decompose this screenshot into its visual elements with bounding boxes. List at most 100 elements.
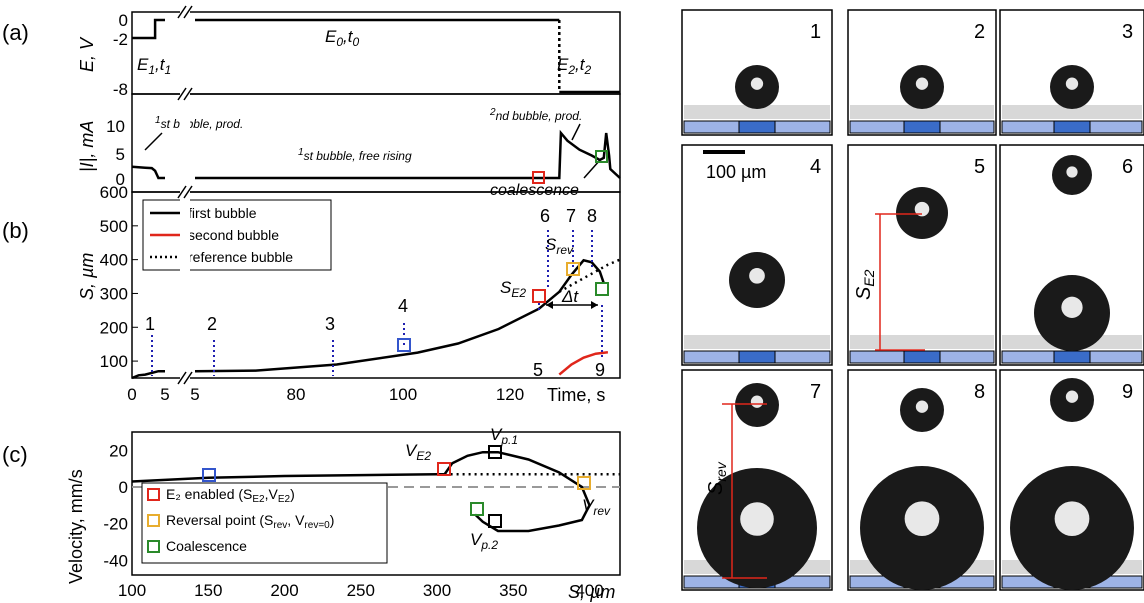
time-marker-label: 7	[566, 206, 576, 226]
y-axis-label-current: |I|, mA	[77, 121, 97, 172]
axis-break	[183, 87, 193, 101]
photo-frame: 9	[999, 369, 1144, 591]
marker-red	[532, 289, 546, 303]
legend-label: first bubble	[188, 205, 257, 221]
axis-break	[177, 371, 187, 385]
photo-frame: 7	[681, 369, 833, 591]
marker-green	[595, 282, 609, 296]
x-tick-label: 300	[423, 581, 451, 600]
panel-a: (a) E, V 0 -2 -8 E1,t1 E0,t0 E2,t2	[2, 11, 621, 99]
y-tick-label: 0	[119, 478, 128, 497]
y-tick-label: -8	[113, 80, 128, 99]
y-ticks-b: 100 200 300 400 500 600	[100, 183, 138, 371]
time-marker-label: 5	[533, 360, 543, 380]
electrode-center	[738, 120, 776, 134]
series-line-a	[132, 18, 620, 94]
x-tick-label: 250	[347, 581, 375, 600]
y-tick-label: 10	[106, 117, 125, 136]
axis-break	[183, 5, 193, 19]
bubble-highlight	[750, 77, 764, 90]
x-tick-label: 120	[496, 385, 524, 404]
photo-frame: 3	[999, 9, 1144, 136]
y-tick-label: 600	[100, 183, 128, 202]
series-line	[131, 165, 165, 180]
plot-frame-b	[131, 191, 621, 379]
series-line-first	[131, 369, 165, 380]
bubble-highlight	[749, 267, 765, 284]
marker-red	[532, 171, 545, 184]
series-lines-b	[131, 258, 621, 380]
annotation-se2: SE2	[500, 278, 526, 300]
y-tick-label: 200	[100, 318, 128, 337]
y-tick-label: 5	[116, 145, 125, 164]
legend-label: E₂ enabled (SE2,VE2)	[166, 486, 295, 505]
y-tick-label: 300	[100, 284, 128, 303]
electrode-center	[903, 120, 941, 134]
annotation-ve2: VE2	[405, 441, 431, 463]
marker-black	[488, 445, 502, 459]
x-axis-label-c: S, µm	[568, 582, 615, 602]
marker-green	[595, 150, 608, 163]
marker-orange	[577, 476, 591, 490]
bubble-highlight	[914, 201, 930, 217]
time-marker-label: 6	[540, 206, 550, 226]
marker-blue	[202, 468, 216, 482]
frame-number: 8	[974, 381, 985, 403]
time-markers-b: 1 2 3 4 5 6 7 8 9	[145, 206, 605, 380]
photo-frame: 4	[681, 144, 833, 366]
x-axis-label-b: Time, s	[547, 385, 605, 405]
photo-frame: 1	[681, 9, 833, 136]
axis-break	[183, 371, 193, 385]
time-marker-label: 8	[587, 206, 597, 226]
bubble-highlight	[915, 77, 929, 90]
marker-black	[488, 514, 502, 528]
plot-frame-a	[131, 11, 621, 95]
y-axis-label-c: Velocity, mm/s	[66, 469, 86, 584]
legend-marker-red	[147, 488, 160, 501]
axis-break	[183, 185, 193, 199]
y-axis-label-a: E, V	[77, 36, 97, 72]
photo-frame: 5	[847, 144, 997, 366]
annotation-vp2: Vp.2	[470, 530, 498, 552]
y-tick-label: -40	[103, 551, 128, 570]
electrode-center	[903, 350, 941, 364]
legend-label: second bubble	[188, 227, 279, 243]
annotation-srev: Srev	[705, 461, 729, 495]
frame-number: 2	[974, 21, 985, 43]
se2-dimension: SE2	[853, 213, 925, 351]
x-tick-label: 5	[190, 385, 199, 404]
panel-c: (c) Velocity, mm/s 200-20-40 100 150 200 25…	[2, 425, 621, 602]
electrode-center	[1053, 350, 1091, 364]
x-tick-label: 100	[389, 385, 417, 404]
marker-orange	[566, 262, 580, 276]
panel-label-c: (c)	[2, 442, 28, 467]
photo-substrate	[850, 335, 994, 349]
bubble-highlight	[1065, 77, 1079, 90]
electrode-center	[738, 350, 776, 364]
annotation-e0: E0,t0	[325, 27, 360, 49]
tspan: S	[853, 286, 875, 300]
y-tick-label: 100	[100, 352, 128, 371]
y-tick-label: 400	[100, 251, 128, 270]
photo-background	[847, 144, 997, 366]
marker-red	[437, 462, 451, 476]
arrow	[571, 123, 581, 141]
y-ticks-c: 20 0 -20 -40	[103, 441, 128, 570]
panel-label-b: (b)	[2, 218, 29, 243]
tspan: E2	[861, 269, 877, 286]
legend-marker-green	[147, 540, 160, 553]
y-axis-label-b: S, µm	[77, 253, 97, 300]
annotation-e2: E2,t2	[557, 55, 592, 77]
panel-current: |I|, mA 0 5 10 1st bubble, prod. 1st bub…	[77, 93, 621, 199]
y-tick-label: 20	[109, 441, 128, 460]
marker-green	[470, 502, 484, 516]
y-tick-label: 0	[119, 11, 128, 30]
annotation-vrev: Vrev	[582, 496, 611, 518]
legend-c	[141, 482, 388, 564]
frame-number: 5	[974, 156, 985, 178]
time-marker-label: 9	[595, 360, 605, 380]
bubble-highlight	[1065, 390, 1079, 403]
annotation-dt: Δt	[561, 287, 579, 306]
scale-bar-label: 100 µm	[706, 162, 766, 182]
marker-blue	[397, 338, 411, 352]
